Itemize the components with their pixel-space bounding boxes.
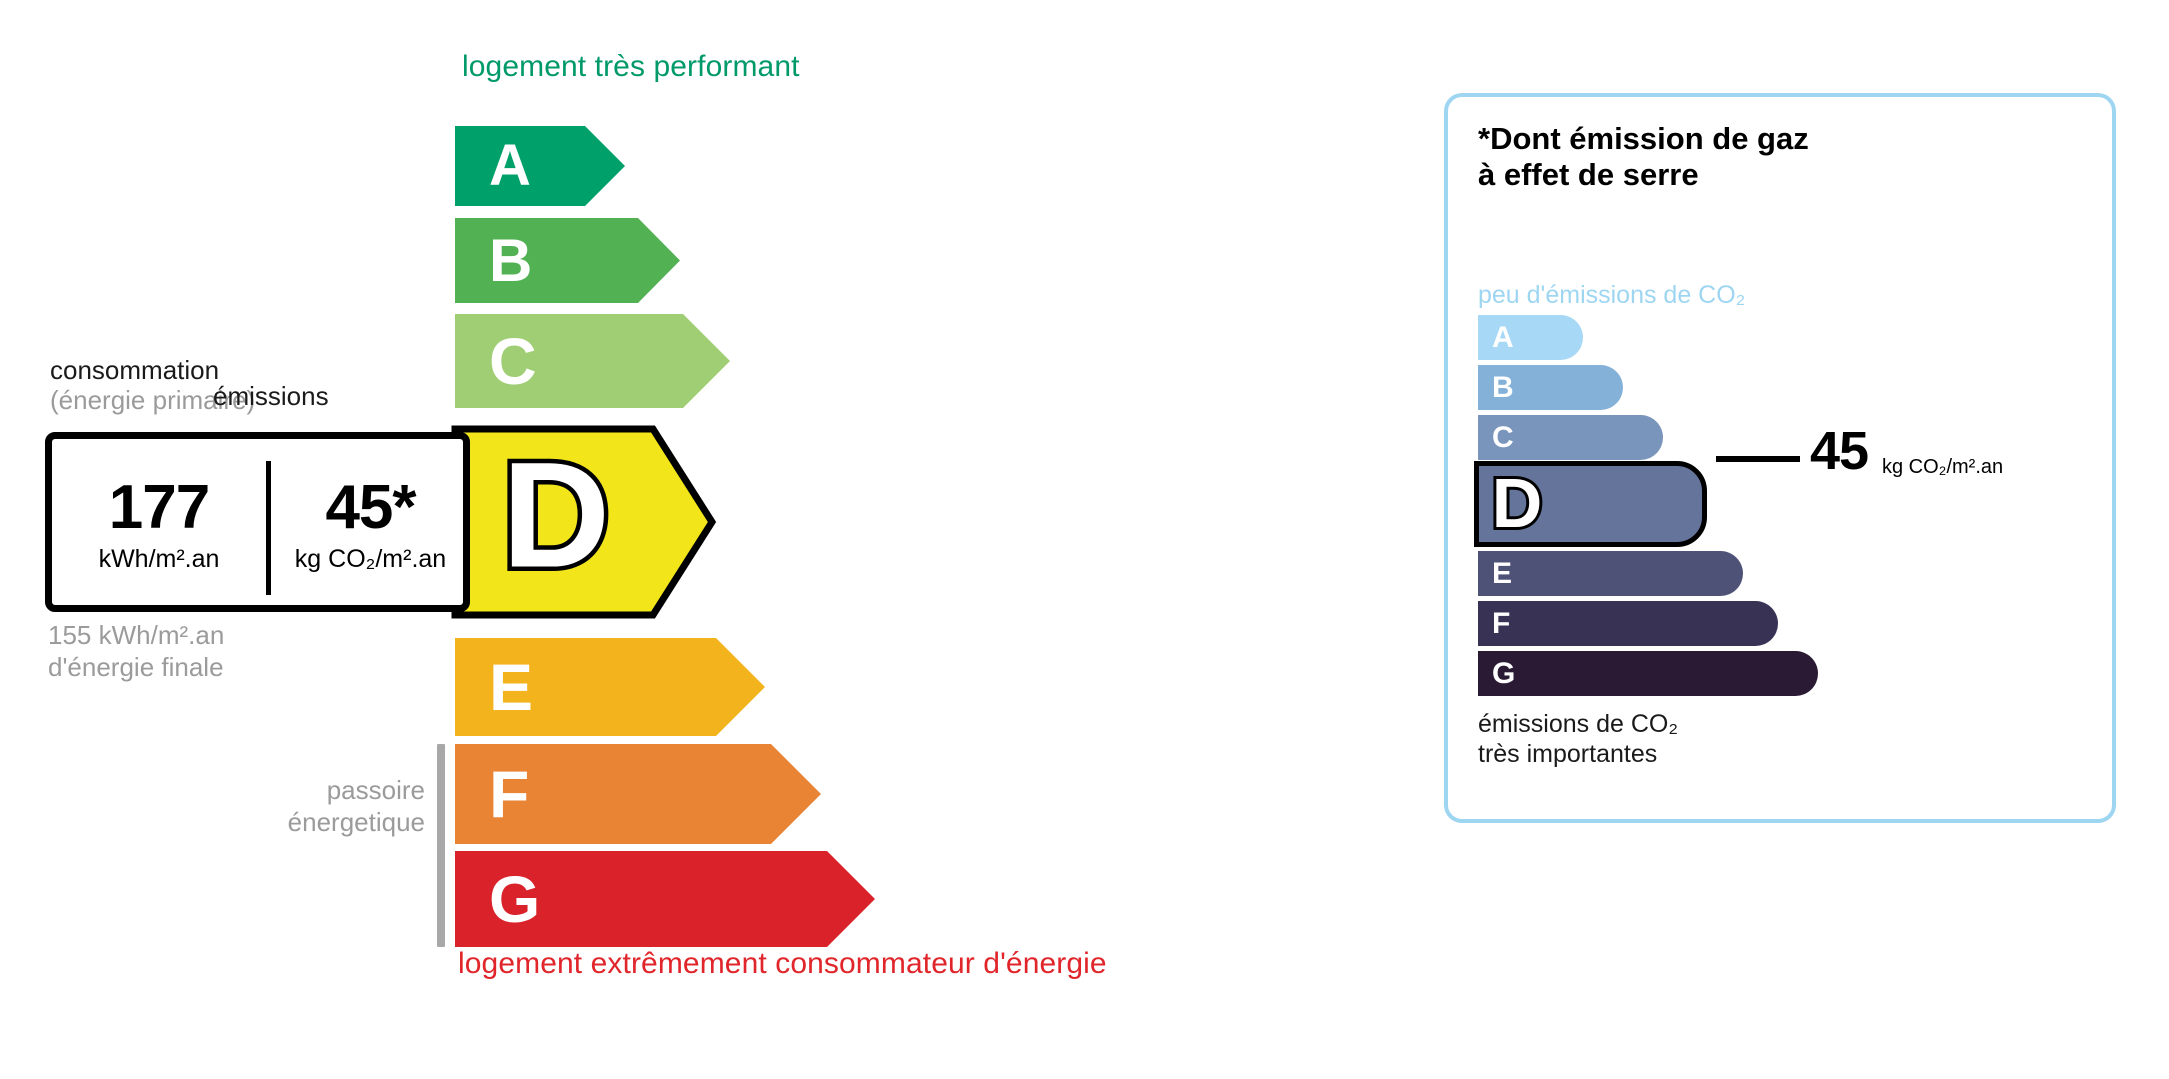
co2-bar-letter-d: D bbox=[1486, 472, 1548, 538]
energy-bar-letter-e: E bbox=[489, 650, 534, 724]
consumption-header: consommation (énergie primaire) bbox=[50, 355, 256, 416]
energy-bar-rows: A B C bbox=[0, 126, 875, 947]
values-box: 177 kWh/m².an 45* kg CO₂/m².an bbox=[45, 432, 470, 612]
passoire-line2: énergetique bbox=[287, 806, 425, 837]
energy-performance-scale: logement très performant A B bbox=[0, 50, 1107, 980]
energy-bar-letter-f: F bbox=[489, 757, 530, 831]
co2-bar-row-c[interactable]: C bbox=[1478, 415, 1663, 460]
co2-bar-letter-f: F bbox=[1492, 606, 1511, 640]
passoire-energetique-label: passoire énergetique bbox=[185, 775, 425, 838]
co2-title-line2: à effet de serre bbox=[1478, 156, 1699, 192]
final-energy-note: 155 kWh/m².an d'énergie finale bbox=[48, 620, 224, 683]
energy-bar-row-d[interactable]: D bbox=[455, 426, 715, 618]
scale-top-caption: logement très performant bbox=[462, 50, 800, 83]
emissions-unit: kg CO₂/m².an bbox=[294, 545, 447, 573]
emissions-value-cell: 45* kg CO₂/m².an bbox=[271, 439, 470, 605]
emissions-value: 45* bbox=[325, 473, 416, 542]
emissions-header: émissions bbox=[213, 381, 329, 411]
co2-bar-row-a[interactable]: A bbox=[1478, 315, 1583, 360]
co2-value-leader-line bbox=[1716, 456, 1800, 462]
energy-bar-letter-b: B bbox=[489, 226, 533, 294]
energy-bar-arrow-b bbox=[455, 218, 680, 303]
svg-text:D: D bbox=[1492, 472, 1543, 538]
energy-bar-row-f[interactable]: F bbox=[455, 744, 821, 844]
energy-bar-arrow-g bbox=[455, 851, 875, 947]
energy-bar-row-a[interactable]: A bbox=[455, 126, 625, 206]
co2-bottom-caption-line1: émissions de CO₂ bbox=[1478, 710, 1679, 738]
consumption-unit: kWh/m².an bbox=[98, 545, 220, 573]
energy-bar-arrow-f bbox=[455, 744, 821, 844]
passoire-bracket bbox=[437, 744, 445, 947]
energy-bar-row-b[interactable]: B bbox=[455, 218, 680, 303]
co2-bar-row-b[interactable]: B bbox=[1478, 365, 1623, 410]
co2-bar-row-g[interactable]: G bbox=[1478, 651, 1818, 696]
svg-text:D: D bbox=[502, 450, 610, 595]
co2-bar-row-f[interactable]: F bbox=[1478, 601, 1778, 646]
energy-bar-arrow-a bbox=[455, 126, 625, 206]
energy-bar-letter-a: A bbox=[489, 133, 531, 198]
consumption-subheader-label: (énergie primaire) bbox=[50, 384, 256, 415]
final-energy-line1: 155 kWh/m².an bbox=[48, 620, 225, 650]
energy-bar-row-g[interactable]: G bbox=[455, 851, 875, 947]
co2-title-line1: *Dont émission de gaz bbox=[1478, 121, 1809, 156]
co2-bar-letter-b: B bbox=[1492, 370, 1514, 404]
values-divider bbox=[266, 461, 271, 595]
energy-bar-letter-c: C bbox=[489, 324, 537, 398]
co2-bottom-caption-line2: très importantes bbox=[1478, 740, 1658, 768]
co2-value-unit: kg CO₂/m².an bbox=[1882, 456, 2004, 478]
energy-bar-row-e[interactable]: E bbox=[455, 638, 765, 736]
consumption-value: 177 bbox=[108, 473, 210, 542]
co2-top-caption: peu d'émissions de CO₂ bbox=[1478, 281, 1746, 309]
co2-bar-row-d[interactable] bbox=[1478, 465, 1703, 543]
co2-bar-rows: A B C D E F G bbox=[1448, 97, 2112, 819]
co2-value: 45 bbox=[1810, 421, 1869, 481]
co2-bar-letter-a: A bbox=[1492, 320, 1514, 354]
consumption-header-label: consommation bbox=[50, 355, 220, 385]
consumption-value-cell: 177 kWh/m².an bbox=[52, 439, 266, 605]
co2-bottom-caption: émissions de CO₂ très importantes bbox=[1478, 709, 1678, 769]
co2-bar-letter-c: C bbox=[1492, 420, 1514, 454]
passoire-line1: passoire bbox=[326, 775, 425, 805]
energy-bar-row-c[interactable]: C bbox=[455, 314, 730, 408]
co2-bar-row-e[interactable]: E bbox=[1478, 551, 1743, 596]
energy-bar-letter-g: G bbox=[489, 862, 541, 936]
co2-bar-letter-g: G bbox=[1492, 656, 1516, 690]
scale-bottom-caption: logement extrêmement consommateur d'éner… bbox=[458, 947, 1107, 980]
energy-bar-letter-d: D bbox=[497, 450, 615, 595]
co2-panel-title: *Dont émission de gaz à effet de serre bbox=[1478, 121, 1809, 193]
co2-bar-letter-e: E bbox=[1492, 556, 1513, 590]
energy-bar-arrow-c bbox=[455, 314, 730, 408]
energy-bar-arrow-e bbox=[455, 638, 765, 736]
final-energy-line2: d'énergie finale bbox=[48, 651, 224, 682]
